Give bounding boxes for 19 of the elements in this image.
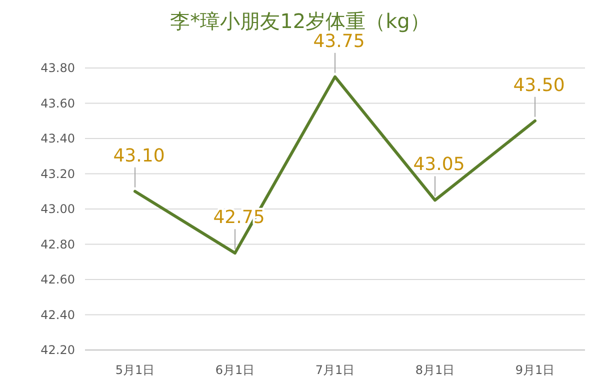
y-tick-label: 43.80 — [40, 61, 75, 75]
y-tick-label: 43.20 — [40, 166, 75, 181]
x-tick-label: 6月1日 — [215, 363, 255, 377]
y-tick-label: 43.40 — [40, 132, 75, 146]
x-tick-label: 9月1日 — [515, 363, 555, 377]
x-tick-label: 5月1日 — [115, 363, 155, 377]
y-tick-label: 42.80 — [40, 237, 75, 252]
y-tick-label: 43.00 — [40, 202, 75, 216]
y-tick-label: 43.60 — [40, 96, 75, 110]
y-tick-label: 42.20 — [40, 343, 75, 357]
data-label: 43.05 — [413, 154, 465, 176]
data-label: 43.75 — [313, 30, 365, 52]
data-label: 43.10 — [113, 145, 165, 166]
chart-title: 李*璋小朋友12岁体重（kg） — [170, 9, 430, 33]
y-tick-label: 42.60 — [40, 272, 75, 286]
x-tick-label: 8月1日 — [415, 363, 455, 377]
data-label: 43.50 — [513, 74, 565, 96]
y-tick-label: 42.40 — [40, 308, 75, 322]
x-tick-label: 7月1日 — [315, 363, 355, 377]
